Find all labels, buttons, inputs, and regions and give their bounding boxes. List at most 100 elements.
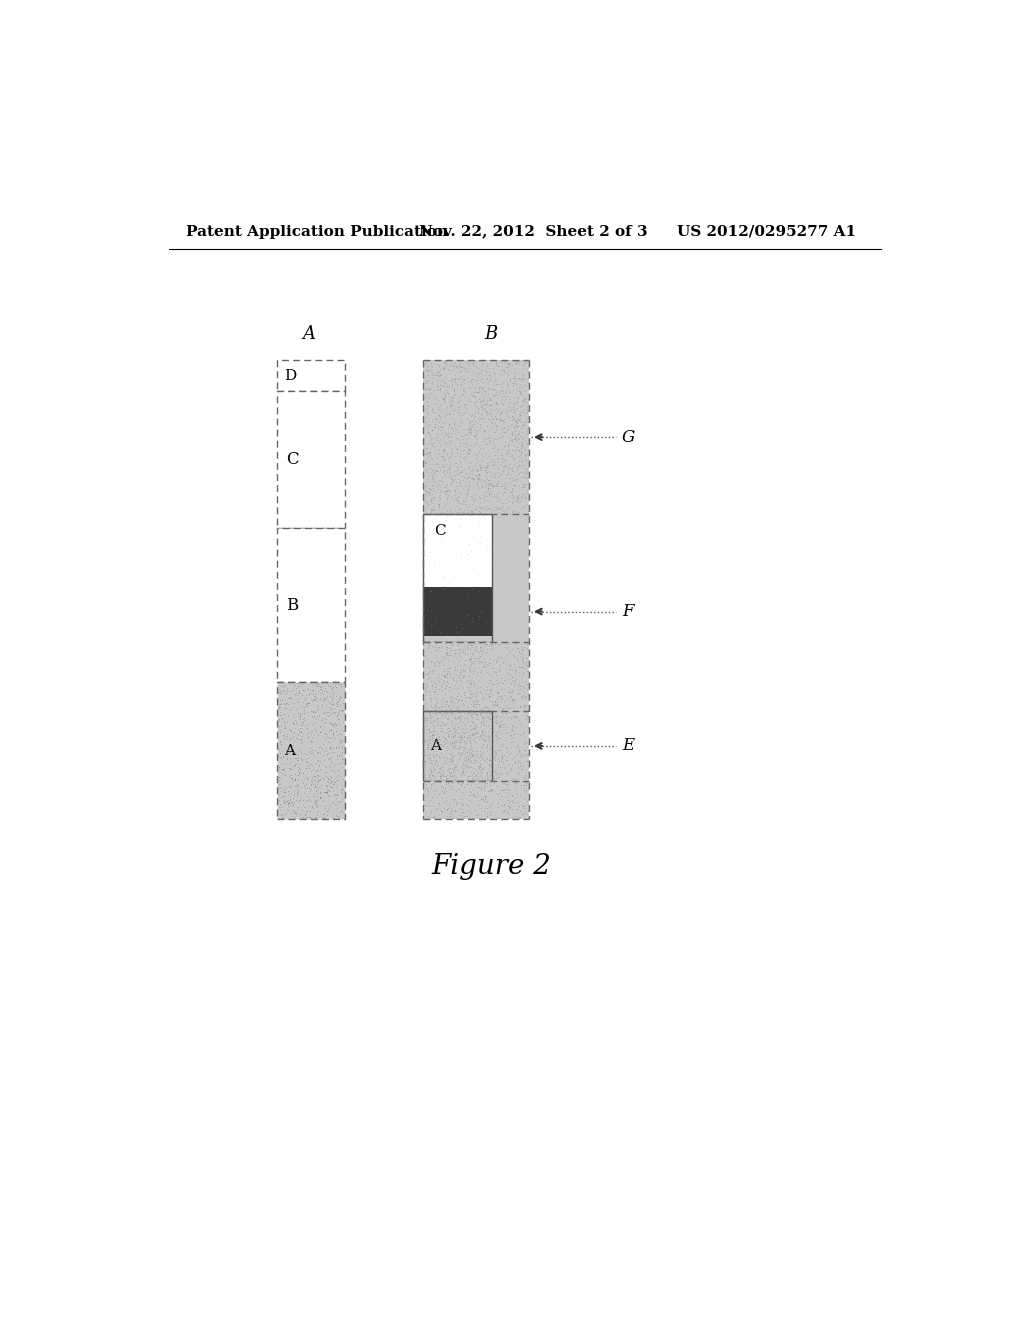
Point: [496, 698, 512, 719]
Point: [271, 678, 288, 700]
Point: [518, 422, 535, 444]
Point: [298, 758, 314, 779]
Point: [464, 738, 480, 759]
Point: [443, 735, 460, 756]
Point: [335, 693, 351, 714]
Point: [497, 499, 513, 520]
Point: [467, 391, 483, 412]
Point: [429, 503, 445, 524]
Point: [417, 528, 433, 549]
Point: [469, 675, 485, 696]
Point: [479, 355, 496, 376]
Point: [466, 660, 482, 681]
Point: [436, 665, 453, 686]
Point: [431, 795, 447, 816]
Point: [422, 478, 438, 499]
Point: [428, 799, 444, 820]
Point: [420, 744, 436, 766]
Point: [453, 433, 469, 454]
Point: [319, 726, 336, 747]
Point: [493, 688, 509, 709]
Point: [494, 364, 510, 385]
Point: [429, 735, 445, 756]
Point: [450, 743, 466, 764]
Point: [504, 789, 520, 810]
Point: [305, 689, 322, 710]
Point: [419, 359, 435, 380]
Point: [430, 496, 446, 517]
Point: [467, 704, 483, 725]
Point: [449, 490, 465, 511]
Point: [497, 440, 513, 461]
Point: [476, 399, 493, 420]
Point: [443, 541, 460, 562]
Point: [437, 411, 454, 432]
Point: [301, 725, 317, 746]
Point: [429, 772, 445, 793]
Point: [509, 737, 525, 758]
Point: [474, 484, 490, 506]
Point: [433, 718, 450, 739]
Point: [283, 688, 299, 709]
Point: [459, 436, 475, 457]
Point: [461, 784, 477, 805]
Point: [445, 359, 462, 380]
Point: [467, 685, 483, 706]
Point: [305, 706, 322, 727]
Point: [434, 417, 451, 438]
Point: [431, 404, 447, 425]
Point: [331, 737, 347, 758]
Point: [460, 422, 476, 444]
Point: [477, 642, 494, 663]
Point: [298, 743, 314, 764]
Point: [453, 445, 469, 466]
Point: [487, 381, 504, 403]
Point: [499, 405, 515, 426]
Point: [456, 466, 472, 487]
Point: [509, 354, 525, 375]
Point: [429, 426, 445, 447]
Point: [508, 397, 524, 418]
Point: [427, 387, 443, 408]
Point: [432, 640, 449, 661]
Point: [500, 436, 516, 457]
Point: [435, 730, 452, 751]
Point: [437, 768, 454, 789]
Point: [450, 634, 466, 655]
Point: [463, 781, 479, 803]
Point: [419, 379, 435, 400]
Point: [443, 762, 460, 783]
Point: [321, 675, 337, 696]
Point: [427, 417, 443, 438]
Point: [461, 458, 477, 479]
Point: [446, 715, 463, 737]
Point: [501, 803, 517, 824]
Point: [481, 362, 498, 383]
Point: [425, 805, 441, 826]
Point: [470, 469, 486, 490]
Point: [465, 783, 481, 804]
Point: [507, 429, 523, 450]
Point: [508, 414, 524, 436]
Point: [430, 527, 446, 548]
Point: [328, 685, 344, 706]
Point: [464, 607, 480, 628]
Point: [278, 754, 294, 775]
Point: [438, 444, 455, 465]
Point: [419, 437, 435, 458]
Point: [303, 723, 319, 744]
Point: [287, 764, 303, 785]
Point: [509, 708, 525, 729]
Point: [483, 734, 500, 755]
Point: [327, 784, 343, 805]
Point: [485, 454, 502, 475]
Point: [510, 656, 526, 677]
Point: [455, 705, 471, 726]
Point: [481, 393, 498, 414]
Point: [517, 767, 534, 788]
Point: [319, 799, 336, 820]
Point: [475, 457, 492, 478]
Point: [464, 462, 480, 483]
Point: [425, 780, 441, 801]
Point: [272, 747, 289, 768]
